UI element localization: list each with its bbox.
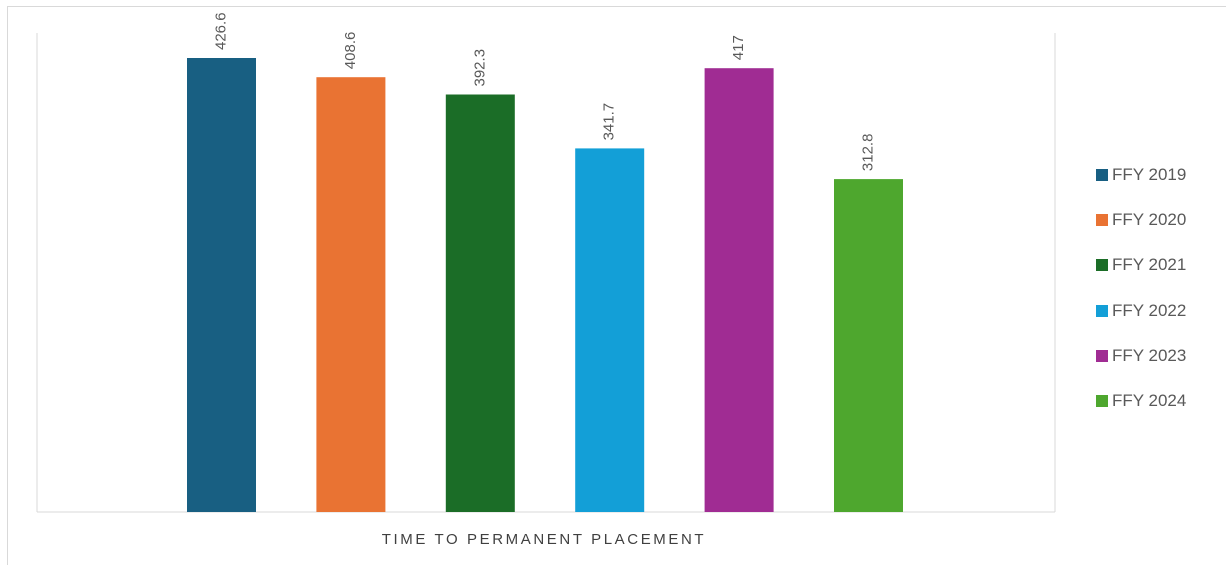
- bar-ffy-2019: [187, 58, 256, 512]
- bar-ffy-2020: [316, 77, 386, 512]
- bars-group: [187, 58, 903, 512]
- legend-swatch: [1096, 304, 1108, 317]
- bar-ffy-2022: [575, 148, 645, 512]
- chart-frame: [7, 6, 1226, 565]
- legend-label: FFY 2024: [1112, 391, 1187, 411]
- legend-item-ffy-2024: FFY 2024: [1096, 389, 1224, 414]
- legend-label: FFY 2020: [1112, 209, 1187, 229]
- bar-ffy-2023: [704, 68, 774, 512]
- legend-label: FFY 2019: [1112, 164, 1187, 184]
- legend: FFY 2019 FFY 2020 FFY 2021 FFY 2022 FFY 2023…: [1096, 162, 1224, 434]
- data-label-ffy-2019: 426.6: [212, 12, 229, 50]
- legend-item-ffy-2021: FFY 2021: [1096, 253, 1224, 278]
- data-labels-group: 426.6 408.6 392.3 341.7 417 312.8: [212, 12, 876, 171]
- legend-swatch: [1096, 259, 1108, 272]
- legend-item-ffy-2019: FFY 2019: [1096, 162, 1224, 187]
- legend-swatch: [1096, 350, 1108, 363]
- legend-swatch: [1096, 395, 1108, 408]
- bar-ffy-2021: [445, 94, 515, 512]
- data-label-ffy-2024: 312.8: [859, 134, 876, 172]
- data-label-ffy-2020: 408.6: [342, 32, 359, 70]
- legend-label: FFY 2021: [1112, 255, 1187, 275]
- legend-swatch: [1096, 213, 1108, 226]
- bar-ffy-2024: [834, 179, 903, 512]
- legend-item-ffy-2023: FFY 2023: [1096, 344, 1224, 369]
- legend-label: FFY 2022: [1112, 300, 1187, 320]
- data-label-ffy-2022: 341.7: [601, 103, 618, 141]
- data-label-ffy-2023: 417: [730, 35, 747, 60]
- data-label-ffy-2021: 392.3: [471, 49, 488, 87]
- x-axis-title: TIME TO PERMANENT PLACEMENT: [382, 531, 706, 548]
- legend-item-ffy-2020: FFY 2020: [1096, 207, 1224, 232]
- legend-item-ffy-2022: FFY 2022: [1096, 298, 1224, 323]
- legend-label: FFY 2023: [1112, 346, 1187, 366]
- legend-swatch: [1096, 168, 1108, 181]
